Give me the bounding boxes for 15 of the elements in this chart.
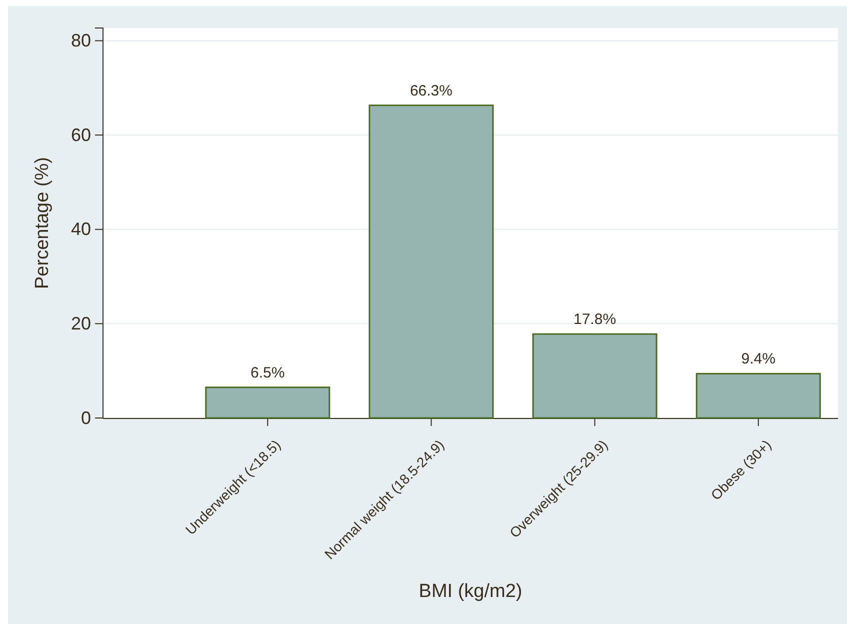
bar xyxy=(205,386,330,419)
bar xyxy=(532,333,658,419)
x-axis-title: BMI (kg/m2) xyxy=(418,581,522,602)
bar xyxy=(696,372,821,419)
y-axis-title: Percentage (%) xyxy=(32,156,53,290)
data-label: 6.5% xyxy=(250,364,285,382)
y-tick-label: 20 xyxy=(70,313,91,334)
y-tick-label: 40 xyxy=(70,219,91,240)
bar xyxy=(368,104,494,419)
data-label: 17.8% xyxy=(574,311,616,328)
data-label: 9.4% xyxy=(741,350,776,368)
y-tick-label: 0 xyxy=(80,408,91,428)
y-tick-label: 80 xyxy=(70,30,91,50)
data-label: 66.3% xyxy=(410,82,452,100)
y-tick-label: 60 xyxy=(70,124,91,145)
